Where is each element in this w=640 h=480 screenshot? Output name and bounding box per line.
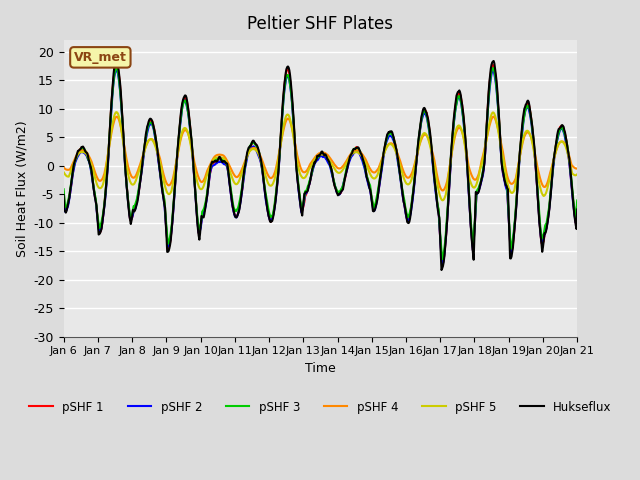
pSHF 3 (383, 134, 391, 140)
pSHF 1 (122, 171, 130, 177)
pSHF 4 (201, 175, 209, 180)
pSHF 5 (60, 169, 67, 175)
pSHF 1 (489, 62, 497, 68)
pSHF 4 (439, 188, 447, 193)
pSHF 4 (60, 165, 67, 170)
Hukseflux (60, 192, 67, 198)
pSHF 1 (438, 262, 446, 268)
pSHF 2 (573, 201, 581, 206)
pSHF 4 (174, 150, 182, 156)
Hukseflux (202, 201, 210, 207)
pSHF 1 (201, 204, 209, 210)
pSHF 1 (69, 170, 77, 176)
Line: pSHF 4: pSHF 4 (63, 117, 577, 191)
pSHF 1 (383, 136, 390, 142)
pSHF 3 (398, 186, 406, 192)
Title: Peltier SHF Plates: Peltier SHF Plates (248, 15, 394, 33)
pSHF 3 (175, 136, 182, 142)
pSHF 4 (397, 163, 405, 168)
pSHF 4 (383, 144, 390, 150)
pSHF 2 (202, 202, 210, 208)
Line: Hukseflux: Hukseflux (63, 60, 577, 270)
Hukseflux (112, 57, 120, 62)
pSHF 4 (122, 153, 130, 158)
Hukseflux (573, 206, 581, 212)
pSHF 2 (175, 138, 182, 144)
Hukseflux (383, 132, 391, 137)
pSHF 5 (439, 197, 447, 203)
X-axis label: Time: Time (305, 362, 336, 375)
Text: VR_met: VR_met (74, 51, 127, 64)
Line: pSHF 5: pSHF 5 (63, 112, 577, 200)
pSHF 5 (398, 170, 406, 176)
pSHF 2 (69, 170, 77, 176)
pSHF 2 (123, 181, 131, 187)
pSHF 1 (573, 200, 581, 206)
Legend: pSHF 1, pSHF 2, pSHF 3, pSHF 4, pSHF 5, Hukseflux: pSHF 1, pSHF 2, pSHF 3, pSHF 4, pSHF 5, … (24, 396, 616, 418)
pSHF 4 (490, 114, 497, 120)
pSHF 5 (69, 163, 77, 168)
pSHF 4 (573, 166, 581, 171)
pSHF 5 (175, 144, 182, 150)
pSHF 3 (202, 198, 210, 204)
Hukseflux (438, 267, 445, 273)
pSHF 1 (60, 190, 67, 195)
pSHF 2 (383, 137, 391, 143)
Hukseflux (175, 134, 182, 140)
pSHF 3 (113, 65, 120, 71)
pSHF 2 (398, 190, 406, 195)
pSHF 2 (438, 262, 446, 268)
pSHF 3 (123, 181, 131, 187)
pSHF 5 (202, 175, 210, 181)
Line: pSHF 3: pSHF 3 (63, 68, 577, 259)
pSHF 3 (438, 256, 446, 262)
pSHF 2 (112, 67, 120, 72)
pSHF 3 (69, 167, 77, 172)
pSHF 3 (60, 186, 67, 192)
pSHF 2 (60, 192, 67, 197)
pSHF 5 (113, 109, 120, 115)
pSHF 5 (573, 171, 581, 177)
Hukseflux (398, 188, 406, 193)
Hukseflux (123, 181, 131, 187)
pSHF 3 (573, 198, 581, 204)
pSHF 5 (383, 144, 391, 149)
Y-axis label: Soil Heat Flux (W/m2): Soil Heat Flux (W/m2) (15, 120, 28, 257)
pSHF 1 (174, 144, 182, 150)
pSHF 5 (123, 163, 131, 169)
Line: pSHF 1: pSHF 1 (63, 65, 577, 265)
pSHF 4 (69, 160, 77, 166)
Hukseflux (69, 168, 77, 173)
Line: pSHF 2: pSHF 2 (63, 70, 577, 265)
pSHF 1 (397, 183, 405, 189)
